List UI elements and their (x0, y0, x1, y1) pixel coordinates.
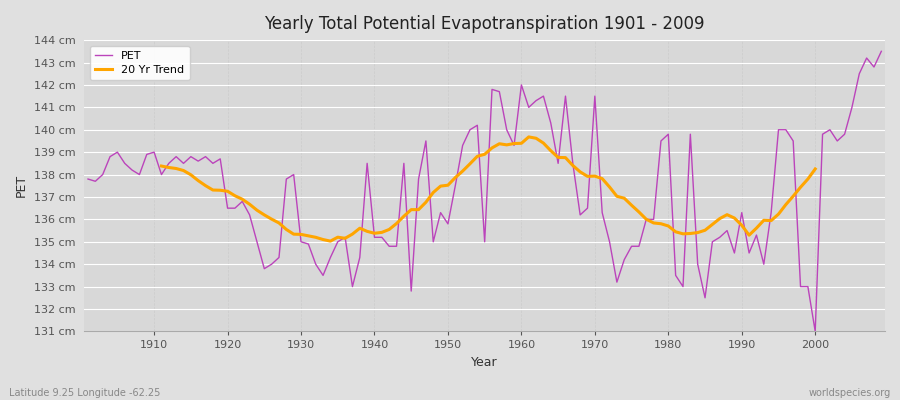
20 Yr Trend (795, 185, 806, 190)
20 Yr Trend (523, 134, 534, 139)
PET (604, 239, 615, 244)
PET (141, 152, 152, 157)
Title: Yearly Total Potential Evapotranspiration 1901 - 2009: Yearly Total Potential Evapotranspiratio… (265, 15, 705, 33)
X-axis label: Year: Year (472, 356, 498, 369)
Text: Latitude 9.25 Longitude -62.25: Latitude 9.25 Longitude -62.25 (9, 388, 160, 398)
PET (303, 242, 314, 246)
Line: 20 Yr Trend: 20 Yr Trend (161, 137, 815, 241)
20 Yr Trend (729, 216, 740, 220)
20 Yr Trend (325, 239, 336, 244)
20 Yr Trend (715, 216, 725, 221)
Line: PET: PET (88, 51, 881, 332)
20 Yr Trend (156, 164, 166, 168)
20 Yr Trend (626, 203, 637, 208)
Legend: PET, 20 Yr Trend: PET, 20 Yr Trend (90, 46, 190, 80)
20 Yr Trend (362, 229, 373, 234)
Y-axis label: PET: PET (15, 174, 28, 197)
20 Yr Trend (244, 202, 255, 207)
PET (810, 329, 821, 334)
PET (347, 284, 358, 289)
PET (83, 177, 94, 182)
PET (508, 143, 519, 148)
PET (876, 49, 886, 54)
20 Yr Trend (810, 166, 821, 171)
PET (516, 82, 526, 87)
Text: worldspecies.org: worldspecies.org (809, 388, 891, 398)
